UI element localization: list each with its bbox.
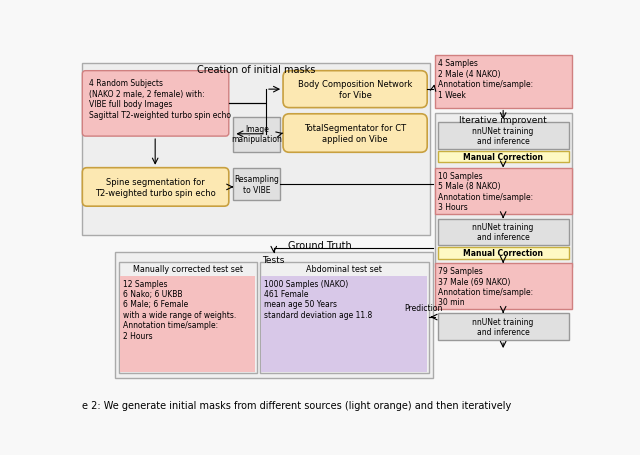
Text: 1000 Samples (NAKO)
461 Female
mean age 50 Years
standard deviation age 11.8: 1000 Samples (NAKO) 461 Female mean age … (264, 279, 372, 319)
FancyBboxPatch shape (83, 168, 229, 207)
Text: Iterative improvent: Iterative improvent (460, 116, 547, 124)
Bar (435, 263, 572, 310)
Text: Manually corrected test set: Manually corrected test set (132, 264, 243, 273)
Bar (435, 56, 572, 108)
Bar (438, 248, 569, 259)
FancyBboxPatch shape (283, 71, 428, 108)
Text: 12 Samples
6 Nako; 6 UKBB
6 Male; 6 Female
with a wide range of weights.
Annotat: 12 Samples 6 Nako; 6 UKBB 6 Male; 6 Fema… (123, 279, 236, 340)
Text: Image
manipulation: Image manipulation (231, 125, 282, 144)
Bar (438, 123, 569, 150)
FancyBboxPatch shape (283, 115, 428, 153)
Text: Abdominal test set: Abdominal test set (307, 264, 382, 273)
Text: Spine segmentation for
T2-weighted turbo spin echo: Spine segmentation for T2-weighted turbo… (95, 178, 216, 197)
Text: 4 Samples
2 Male (4 NAKO)
Annotation time/sample:
1 Week: 4 Samples 2 Male (4 NAKO) Annotation tim… (438, 59, 533, 99)
Text: nnUNet training
and inference: nnUNet training and inference (472, 126, 534, 146)
Bar (81, 64, 430, 235)
Text: TotalSegmentator for CT
applied on Vibe: TotalSegmentator for CT applied on Vibe (304, 124, 406, 143)
Bar (119, 262, 257, 374)
Text: Body Composition Network
for Vibe: Body Composition Network for Vibe (298, 80, 412, 100)
Text: e 2: We generate initial masks from different sources (light orange) and then it: e 2: We generate initial masks from diff… (83, 400, 511, 410)
Text: Ground Truth: Ground Truth (289, 240, 352, 250)
Bar (261, 277, 428, 372)
Bar (438, 313, 569, 340)
Text: Creation of initial masks: Creation of initial masks (196, 65, 315, 75)
Bar (438, 152, 569, 163)
Text: Manual Correction: Manual Correction (463, 152, 543, 161)
FancyBboxPatch shape (83, 71, 229, 137)
Text: Tests: Tests (262, 255, 285, 264)
Bar (438, 219, 569, 246)
Bar (234, 168, 280, 201)
Text: 79 Samples
37 Male (69 NAKO)
Annotation time/sample:
30 min: 79 Samples 37 Male (69 NAKO) Annotation … (438, 267, 533, 307)
Text: Manual Correction: Manual Correction (463, 248, 543, 258)
Text: Prediction: Prediction (404, 304, 442, 313)
Text: 10 Samples
5 Male (8 NAKO)
Annotation time/sample:
3 Hours: 10 Samples 5 Male (8 NAKO) Annotation ti… (438, 172, 533, 212)
Bar (234, 117, 280, 152)
Bar (120, 277, 255, 372)
Bar (115, 253, 433, 378)
Text: Resampling
to VIBE: Resampling to VIBE (234, 175, 279, 194)
Bar (260, 262, 429, 374)
Bar (435, 114, 572, 268)
Text: 4 Random Subjects
(NAKO 2 male, 2 female) with:
VIBE full body Images
Sagittal T: 4 Random Subjects (NAKO 2 male, 2 female… (88, 79, 230, 119)
Text: nnUNet training
and inference: nnUNet training and inference (472, 222, 534, 242)
Bar (435, 168, 572, 214)
Text: nnUNet training
and inference: nnUNet training and inference (472, 317, 534, 336)
